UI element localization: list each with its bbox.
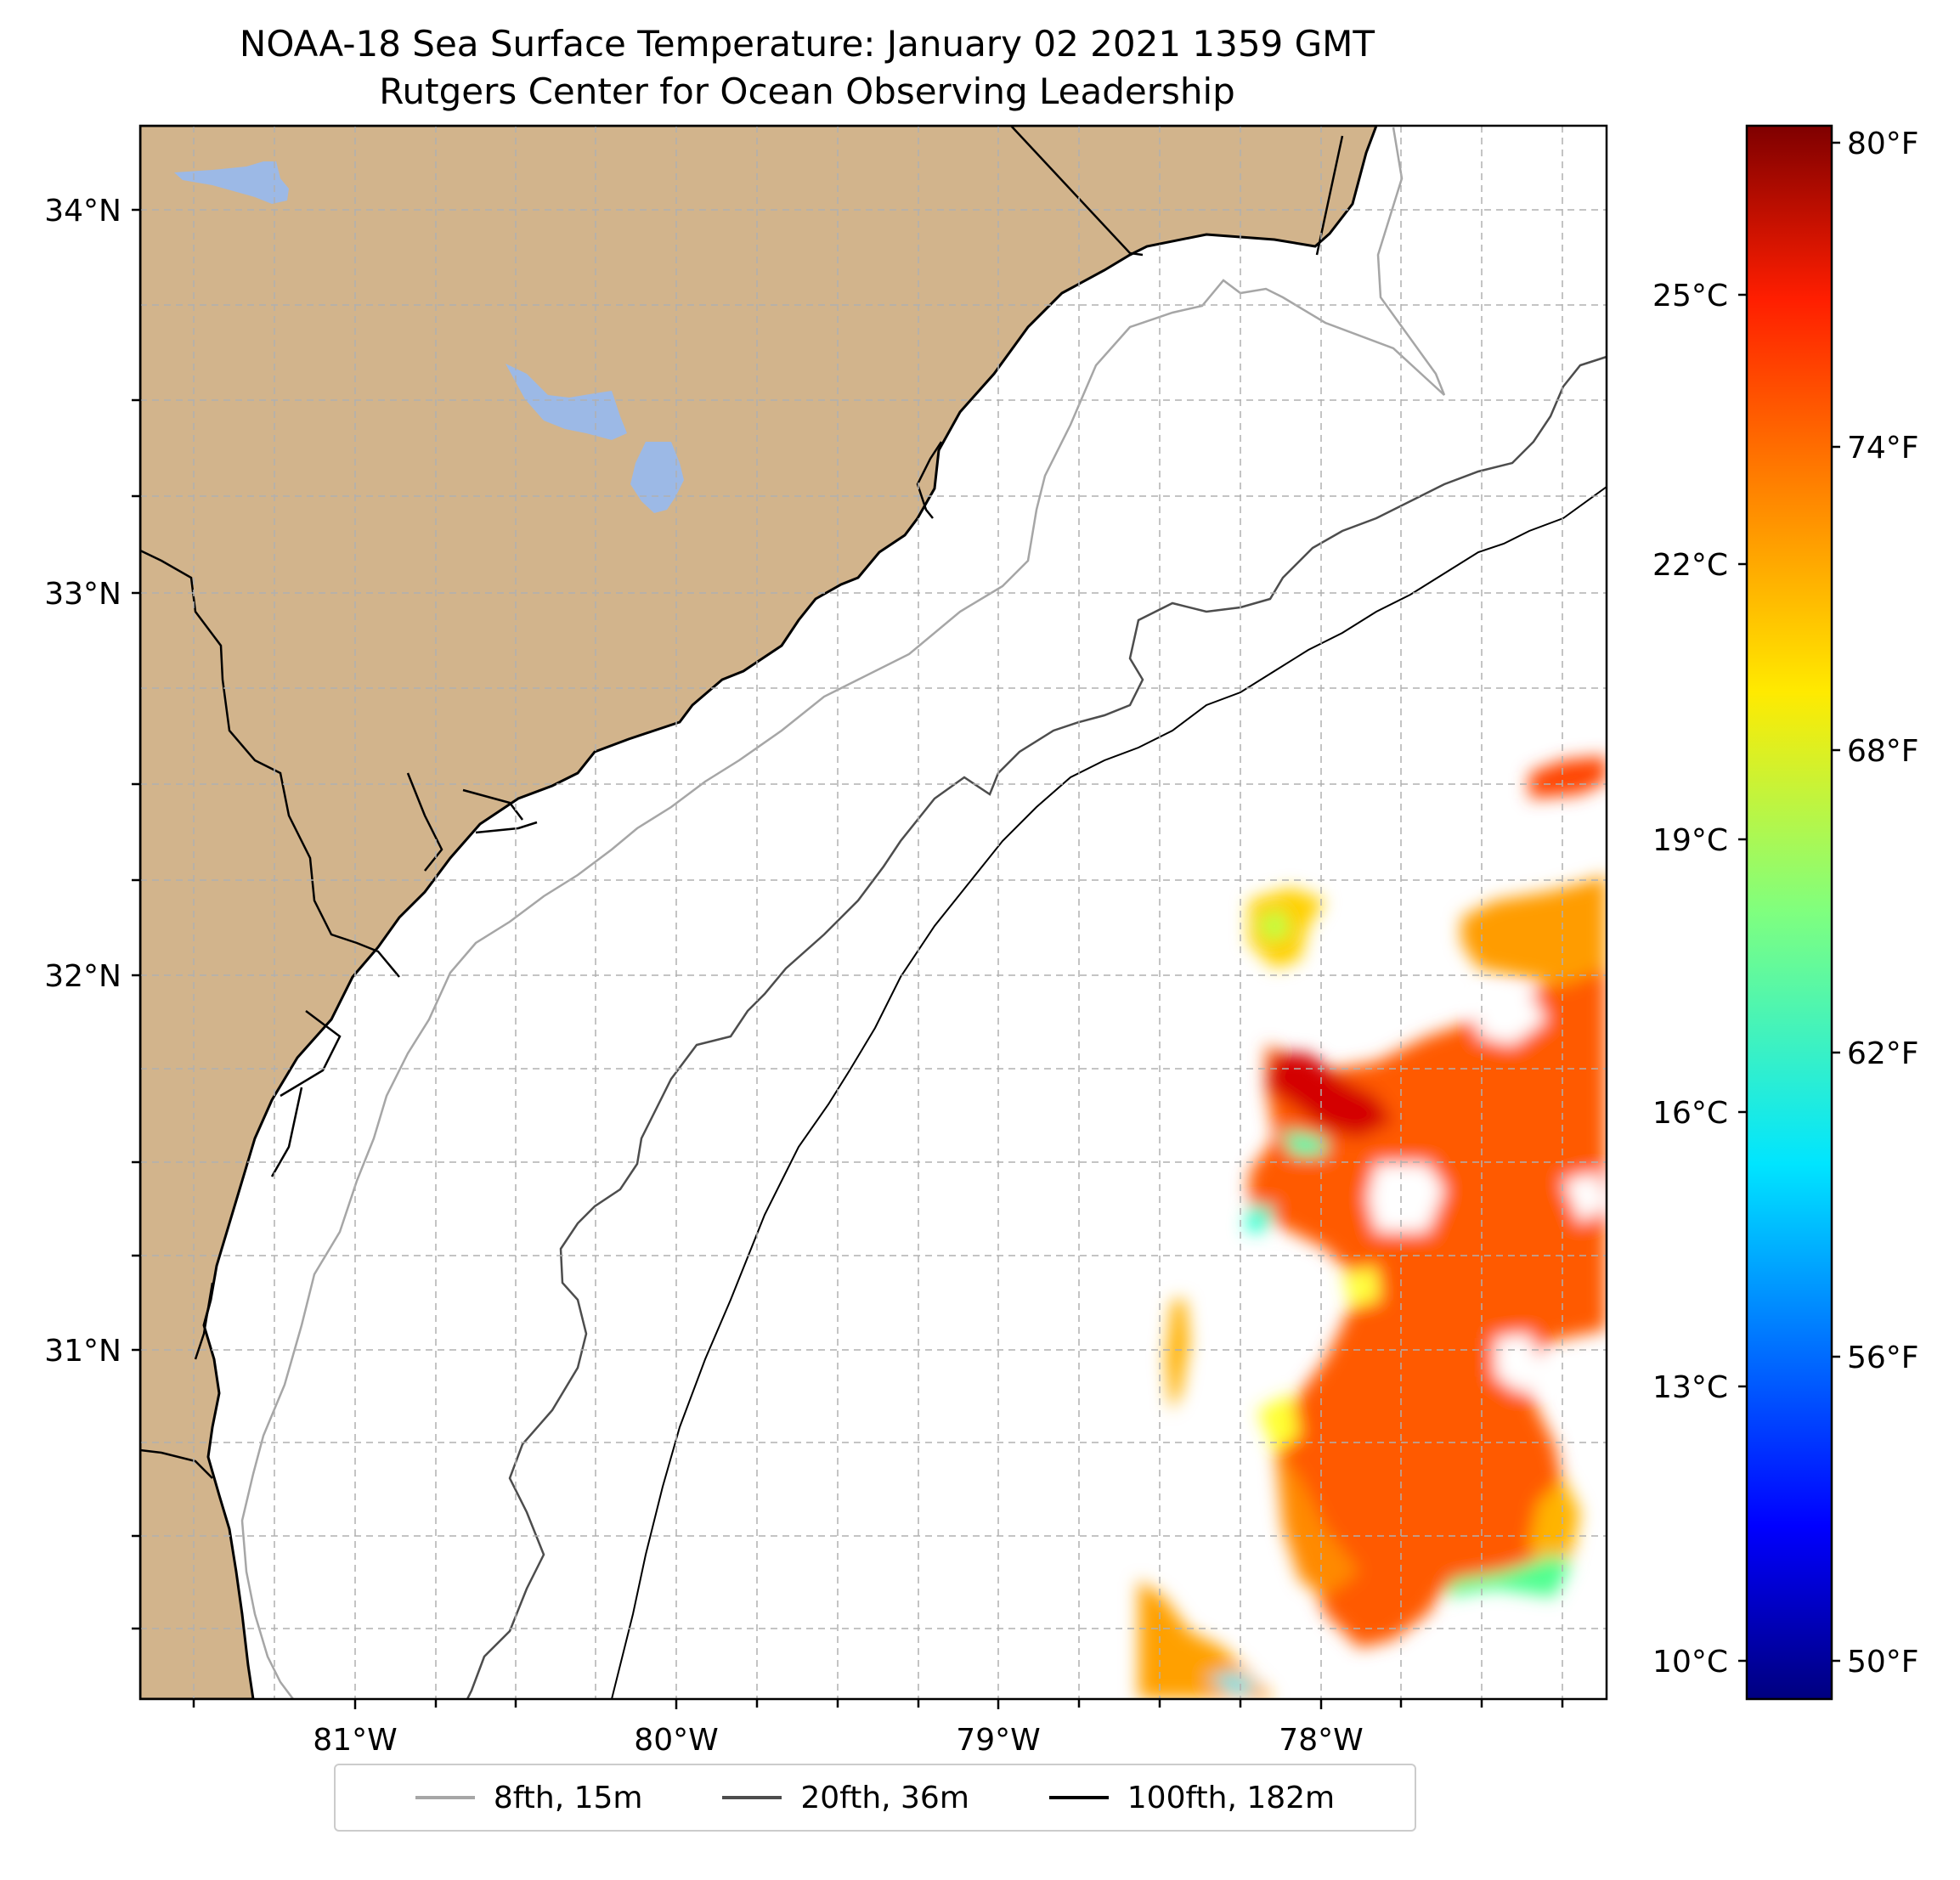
colorbar-fahrenheit-label: 50°F <box>1847 1645 1919 1680</box>
lon-label-81w: 81°W <box>313 1723 397 1758</box>
colorbar-celsius-label: 25°C <box>1652 279 1728 313</box>
land <box>140 126 1378 1699</box>
isobath-legend: 8fth, 15m 20fth, 36m 100fth, 182m <box>334 1764 1416 1832</box>
legend-swatch <box>1048 1796 1109 1799</box>
lon-label-79w: 79°W <box>956 1723 1040 1758</box>
legend-label: 20fth, 36m <box>800 1780 969 1815</box>
map-subtitle: Rutgers Center for Ocean Observing Leade… <box>379 71 1235 112</box>
colorbar-fahrenheit-label: 74°F <box>1847 431 1919 466</box>
lat-label-33n: 33°N <box>44 577 121 612</box>
colorbar-fahrenheit-label: 68°F <box>1847 734 1919 769</box>
legend-swatch <box>415 1796 475 1799</box>
lat-label-32n: 32°N <box>44 959 121 994</box>
lake <box>630 442 684 513</box>
map-title: NOAA-18 Sea Surface Temperature: January… <box>239 23 1375 65</box>
legend-item-100fth: 100fth, 182m <box>1048 1780 1336 1815</box>
lake <box>506 364 627 440</box>
legend-label: 8fth, 15m <box>493 1780 643 1815</box>
isobath-100fth <box>611 486 1607 1699</box>
map-area <box>140 126 1607 1699</box>
isobath-8fth <box>240 127 1446 1699</box>
legend-swatch <box>722 1796 782 1799</box>
legend-item-20fth: 20fth, 36m <box>722 1781 969 1815</box>
lon-label-78w: 78°W <box>1279 1723 1363 1758</box>
lat-label-31n: 31°N <box>44 1334 121 1369</box>
lake <box>174 161 289 204</box>
lon-label-80w: 80°W <box>634 1723 718 1758</box>
lat-label-34n: 34°N <box>44 194 121 229</box>
colorbar-celsius-label: 19°C <box>1652 823 1728 858</box>
colorbar-celsius-label: 16°C <box>1652 1096 1728 1131</box>
legend-item-8fth: 8fth, 15m <box>415 1781 643 1815</box>
colorbar-fahrenheit-label: 56°F <box>1847 1341 1919 1375</box>
map-frame <box>138 124 1608 1701</box>
isobath-20fth <box>466 355 1607 1699</box>
colorbar <box>1745 124 1833 1701</box>
colorbar-fahrenheit-label: 80°F <box>1847 127 1919 161</box>
colorbar-celsius-label: 22°C <box>1652 548 1728 583</box>
colorbar-fahrenheit-label: 62°F <box>1847 1036 1919 1071</box>
legend-label: 100fth, 182m <box>1127 1780 1336 1815</box>
colorbar-celsius-label: 10°C <box>1652 1645 1728 1680</box>
colorbar-celsius-label: 13°C <box>1652 1370 1728 1405</box>
sst-data <box>1138 756 1607 1699</box>
gridlines <box>140 126 1607 1699</box>
